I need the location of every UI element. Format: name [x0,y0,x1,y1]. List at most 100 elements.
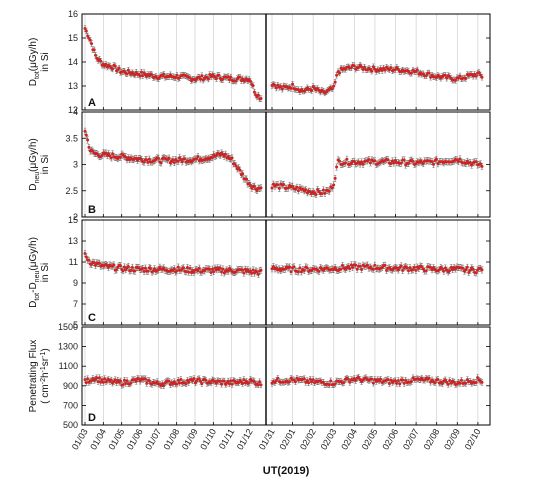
data-point [162,384,166,388]
y-tick-label: 2.5 [65,186,78,196]
data-point [259,268,263,272]
data-point [217,73,221,77]
data-point [330,87,334,91]
data-point [276,183,280,187]
data-point [188,76,192,80]
data-point [335,73,339,77]
data-point [459,378,463,382]
data-point [212,270,216,274]
data-point [234,79,238,83]
data-point [402,158,406,162]
data-point [352,159,356,163]
data-point [461,266,465,270]
data-point [307,381,311,385]
data-point [360,268,364,272]
data-point [99,380,103,384]
data-point [480,380,484,384]
data-point [117,66,121,70]
data-point [304,188,308,192]
data-point [100,378,104,382]
y-axis-label-line2: ( cm-2​h-1​sr-1​) [40,348,51,403]
data-point [92,261,96,265]
data-point [251,84,255,88]
data-point [143,266,147,270]
data-point [111,152,115,156]
x-tick-label: 01/12 [235,427,255,452]
panel-frame [81,13,491,111]
data-point [468,160,472,164]
data-point [387,382,391,386]
data-point [333,80,337,84]
data-point [370,69,374,73]
x-axis-label: UT(2019) [263,465,310,477]
data-point [295,185,299,189]
data-point [327,383,331,387]
data-point [349,66,353,70]
data-point [333,382,337,386]
data-point [399,161,403,165]
data-point [256,272,260,276]
data-point [396,67,400,71]
x-tick-label: 01/31 [257,427,277,452]
data-point [84,133,88,137]
y-axis-label: Dtot​(μGy/h) [28,38,41,87]
data-point [184,270,188,274]
data-point [251,268,255,272]
panel-label: B [88,204,96,216]
data-point [204,378,208,382]
data-point [141,74,145,78]
y-tick-label: 500 [63,420,78,430]
data-point [401,268,405,272]
data-point [97,261,101,265]
data-point [118,155,122,159]
data-point [224,152,228,156]
data-point [147,157,151,161]
data-point [476,376,480,380]
data-point [171,158,175,162]
y-tick-label: 1300 [58,342,78,352]
data-point [434,157,438,161]
data-point [259,186,263,190]
data-point [149,266,153,270]
y-tick-label: 12 [68,105,78,115]
data-point [458,381,462,385]
data-point [474,74,478,78]
data-point [174,76,178,80]
data-point [395,381,399,385]
data-point [222,379,226,383]
data-point [248,79,252,83]
data-point [245,177,249,181]
data-point [83,252,87,256]
data-point [192,377,196,381]
data-point [339,267,343,271]
y-tick-label: 2 [73,212,78,222]
data-point [273,83,277,87]
data-point [361,162,365,166]
data-point [480,75,484,79]
data-point [427,71,431,75]
panel-frame [81,326,491,426]
data-point [430,160,434,164]
data-point [365,263,369,267]
data-point [465,265,469,269]
data-point [184,382,188,386]
data-point [145,381,149,385]
data-point [138,74,142,78]
data-point [83,26,87,30]
data-point [274,86,278,90]
data-point [172,161,176,165]
data-point [323,191,327,195]
data-point [206,77,210,81]
data-point [360,65,364,69]
data-point [474,160,478,164]
data-point [454,78,458,82]
data-point [305,266,309,270]
data-point [386,158,390,162]
data-point [396,379,400,383]
data-point [392,161,396,165]
data-point [197,377,201,381]
data-point [327,189,331,193]
data-point [124,381,128,385]
data-point [411,159,415,163]
